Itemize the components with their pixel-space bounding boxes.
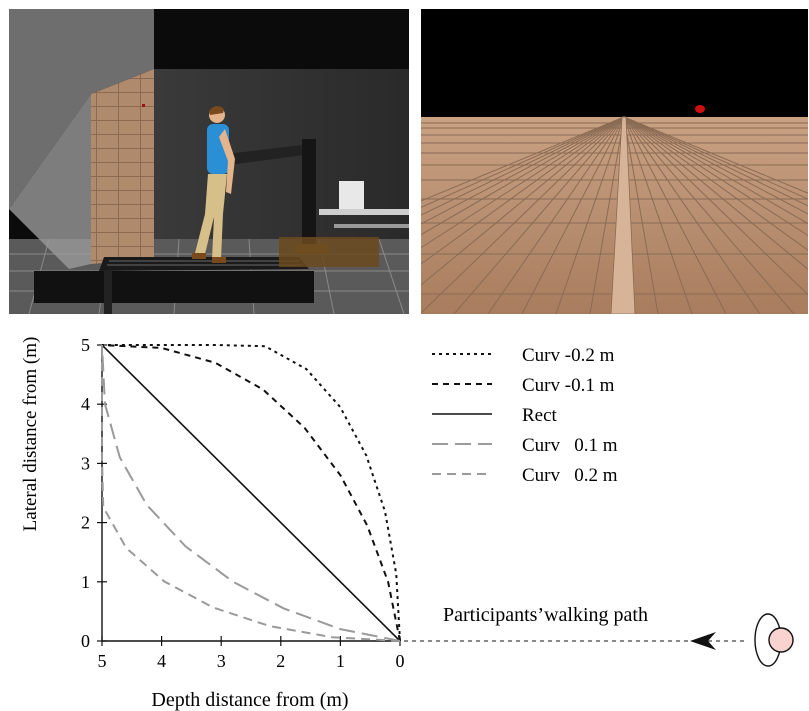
floor-column-line <box>623 116 808 207</box>
floor-column-line <box>623 116 761 314</box>
floor-column-line <box>623 116 808 251</box>
floor-column-line <box>623 116 808 225</box>
floor-column-line <box>421 116 625 249</box>
floor-column-line <box>623 116 808 200</box>
floor-column-line <box>623 116 808 270</box>
floor-column-line <box>623 116 808 194</box>
floor-column-line <box>453 116 625 314</box>
y-axis-label: Lateral distance from (m) <box>20 337 41 532</box>
floor-column-line <box>623 116 659 314</box>
y-tick-label: 5 <box>81 335 90 355</box>
floor-column-line <box>623 116 727 314</box>
floor-column-line <box>623 116 808 215</box>
floor-column-line <box>421 116 625 265</box>
floor-column-line <box>521 116 625 314</box>
floor-column-line <box>623 116 693 314</box>
x-tick-label: 2 <box>276 651 285 671</box>
virtual-floor-image <box>421 9 808 314</box>
floor-column-line <box>487 116 625 314</box>
floor-column-line <box>421 116 625 209</box>
participant-icon <box>754 613 794 667</box>
red-target-marker <box>695 105 705 113</box>
y-tick-label: 1 <box>81 572 90 592</box>
lab-setup-image <box>9 9 409 314</box>
series-line-0 <box>102 344 401 642</box>
x-tick-label: 1 <box>336 651 345 671</box>
floor-column-line <box>421 116 625 202</box>
floor-column-line <box>623 116 795 314</box>
x-tick-label: 0 <box>396 651 405 671</box>
y-tick-label: 2 <box>81 513 90 533</box>
series-line-2 <box>101 344 401 642</box>
chart-legend: Curv -0.2 m Curv -0.1 m Rect Curv 0.1 m Curv… <box>432 345 618 486</box>
legend-label-3: Curv 0.1 m <box>522 435 618 456</box>
chart-curves <box>101 344 401 642</box>
legend-label-0: Curv -0.2 m <box>522 345 615 366</box>
floor-column-line <box>421 116 625 286</box>
legend-label-1: Curv -0.1 m <box>522 375 615 396</box>
virtual-floor-render <box>421 9 808 314</box>
legend-label-4: Curv 0.2 m <box>522 465 618 486</box>
floor-column-line <box>589 116 625 314</box>
floor-column-line <box>421 116 625 225</box>
x-tick-label: 3 <box>217 651 226 671</box>
x-tick-label: 4 <box>157 651 166 671</box>
floor-column-line <box>421 116 625 314</box>
lab-setup-render <box>9 9 409 314</box>
x-tick-label: 5 <box>98 651 107 671</box>
floor-column-line <box>623 116 808 296</box>
floor-column-line <box>623 116 808 237</box>
arrow-left-icon <box>690 632 716 650</box>
series-line-1 <box>101 344 401 642</box>
series-line-4 <box>101 345 401 642</box>
floor-column-line <box>555 116 625 314</box>
x-axis-label: Depth distance from (m) <box>151 689 348 711</box>
floor-column-line <box>421 116 625 236</box>
series-line-3 <box>101 344 401 642</box>
y-tick-label: 3 <box>81 453 90 473</box>
legend-label-2: Rect <box>522 405 558 426</box>
y-tick-label: 0 <box>81 631 90 651</box>
floor-column-line <box>421 116 625 216</box>
walking-path-label: Participants’walking path <box>443 604 648 626</box>
y-tick-label: 4 <box>81 394 90 414</box>
